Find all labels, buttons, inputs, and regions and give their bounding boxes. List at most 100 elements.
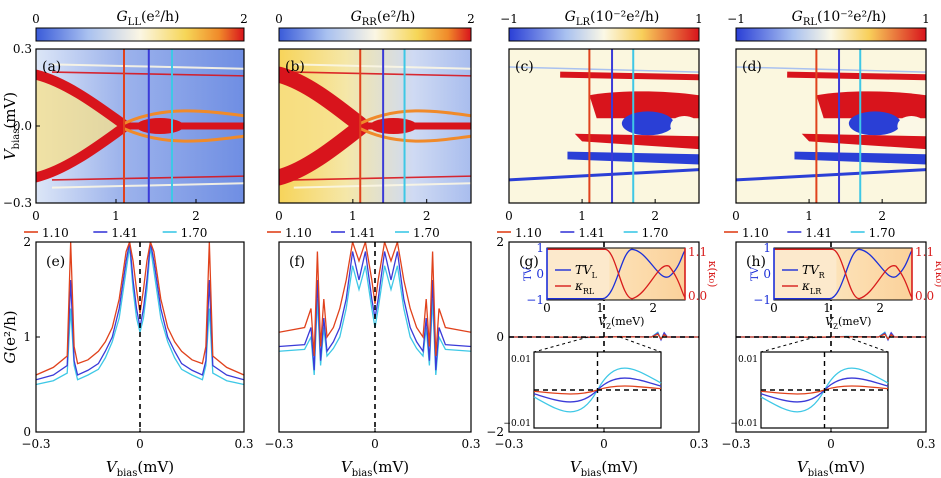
x-tick-label: −0.3 [721,437,750,451]
inset-left-tick: −1 [526,293,544,307]
heatmap-panel-b: 0 2 GRR(e²/h) (b) 0 1 2 [275,9,475,223]
colorbar-gradient [508,27,700,42]
zoom-y-tick: −0.01 [503,419,531,429]
heatmap-red-region [816,91,926,119]
heatmap-subgap-branch-lower [359,127,471,143]
heatmap-red-lower [801,133,926,150]
colorbar-max-label: 1 [695,12,703,26]
inset-left-ylabel: TV [750,266,761,281]
panel-label: (e) [46,254,65,270]
heatmap-panel-d: −1 1 GRL(10⁻²e²/h) (d) 0 1 2 [727,9,930,223]
legend: 1.10 1.41 1.70 [24,226,207,240]
panel-label: (a) [42,59,61,75]
heatmap-red-lower [574,133,699,150]
inset-shaded-region-left [774,248,837,300]
heatmap-field [736,66,926,182]
x-tick-label: 0 [505,209,513,223]
inset-left-tick: 1 [763,241,771,255]
zoom-connector-right [846,336,889,353]
zoom-connector-right [619,336,662,353]
heatmap-top-line [509,66,699,73]
heatmap-subgap-branch-upper [123,109,244,125]
zoom-connector-left [760,336,816,353]
y-axis-label: G(e²/h) [1,310,19,363]
colorbar-max-label: 2 [240,12,248,26]
x-axis-label: Vbias(mV) [341,458,409,478]
inset-right-tick: 0.0 [915,289,934,303]
inset-legend-tv: TVL [575,263,598,280]
inset-right-tick: 1.1 [688,245,707,259]
zoom-y-tick: 0.01 [738,355,758,365]
heatmap-frame [508,48,700,204]
inset-x-tick: 2 [649,301,657,315]
x-tick-label: 1 [349,209,357,223]
heatmap-subgap-branch-upper [359,109,471,125]
legend-label: 1.10 [742,226,769,240]
legend-label: 1.41 [805,226,832,240]
legend-label: 1.41 [578,226,605,240]
x-tick-label: 1 [805,209,813,223]
series-line-1.10 [36,242,244,376]
heatmap-halo [36,74,124,178]
x-tick-label: 0.3 [916,437,935,451]
zoom-y-tick: −0.01 [730,419,758,429]
panel-label: (g) [519,254,539,270]
heatmap-zero-blob [136,118,184,134]
heatmap-panel-a: 0 2 GLL(e²/h) (a) 0 1 2 0.3 0.0 −0.3 Vbias(mV) [1,9,248,223]
legend-label: 1.10 [285,226,312,240]
legend-label: 1.70 [181,226,208,240]
colorbar-a: 0 2 GLL(e²/h) [32,9,248,42]
heatmap-frame [735,48,927,204]
heatmap-red-region [589,91,699,119]
colorbar-gradient [35,27,245,42]
x-axis-label: Vbias(mV) [106,458,174,478]
legend-label: 1.70 [642,226,669,240]
panel-label: (d) [742,59,762,75]
inset-right-tick: 0.0 [688,289,707,303]
colorbar-title: GRR(e²/h) [351,9,416,28]
heatmap-field [509,66,699,182]
y-tick-label: 1 [23,330,31,344]
colorbar-title: GLL(e²/h) [116,9,179,28]
heatmap-frame [278,48,472,204]
colorbar-title: GLR(10⁻²e²/h) [565,9,660,28]
x-tick-label: 0 [371,437,379,451]
y-tick-label: 2 [23,235,31,249]
inset-x-tick: 1 [823,301,831,315]
line-panel-e: 1.10 1.41 1.70(e)−0.3 0 0.3Vbias(mV)210G(e²/… [1,226,254,478]
y-tick-label: 0.0 [13,119,32,133]
colorbar-d: −1 1 GRL(10⁻²e²/h) [727,9,930,42]
x-tick-label: 2 [423,209,431,223]
x-tick-label: 2 [878,209,886,223]
legend-label: 1.10 [515,226,542,240]
heatmap-zero-blob [369,118,418,134]
colorbar-min-label: 0 [275,12,283,26]
line-panel-g: 1.10 1.41 1.70(g)−0.3 0 0.3Vbias(mV)20−2TVLκ… [486,226,719,478]
heatmap-light-blob [897,116,926,136]
colorbar-min-label: −1 [500,12,518,26]
heatmap-light-blob [670,116,699,136]
panel-label: (b) [285,59,305,75]
legend-label: 1.41 [111,226,138,240]
inset-left-tick: −1 [753,293,771,307]
inset-right-ylabel: κ(κ₀) [933,261,941,288]
line-panel-f: 1.10 1.41 1.70 (f) −0.3 0 0.3 Vbias(mV) [264,226,480,478]
x-axis-label: Vbias(mV) [570,458,638,478]
heatmap-subgap-branch-lower [123,127,244,143]
heatmap-top-red-band [787,71,926,81]
legend-label: 1.10 [42,226,69,240]
colorbar-c: −1 1 GLR(10⁻²e²/h) [500,9,703,42]
x-tick-label: 0.3 [461,437,480,451]
colorbar-gradient [278,27,472,42]
x-tick-label: 0 [32,209,40,223]
heatmap-blue-blob [621,111,674,136]
legend: 1.10 1.41 1.70 [497,226,668,240]
x-tick-label: 0.3 [234,437,253,451]
series-line-1.10 [279,242,471,357]
legend-label: 1.70 [413,226,440,240]
inset-right-ylabel: κ(κ₀) [706,261,719,288]
zoom-connector-left [533,336,589,353]
colorbar-b: 0 2 GRR(e²/h) [275,9,475,42]
